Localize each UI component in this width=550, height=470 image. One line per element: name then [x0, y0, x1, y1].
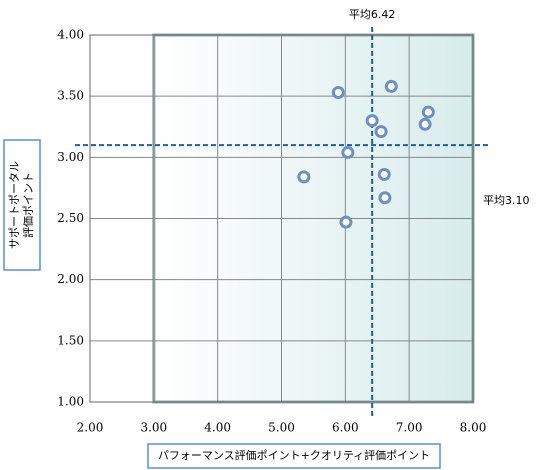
x-tick-label: 8.00	[460, 421, 487, 435]
x-tick-label: 7.00	[396, 421, 423, 435]
mean-label: 平均6.42	[349, 8, 396, 21]
point	[365, 114, 379, 128]
point	[374, 125, 388, 139]
y-tick-label: 3.50	[57, 89, 84, 103]
y-label-box	[3, 139, 41, 271]
y-axis-title-line: サポートポータル	[8, 161, 21, 249]
point	[297, 170, 311, 184]
y-tick-label: 4.00	[57, 28, 84, 42]
y-tick-label: 1.50	[57, 333, 84, 347]
x-label-box	[147, 443, 441, 469]
x-tick-label: 2.00	[77, 421, 104, 435]
x-tick-label: 6.00	[332, 421, 359, 435]
x-tick-label: 4.00	[204, 421, 231, 435]
point	[418, 117, 432, 131]
x-tick-label: 3.00	[140, 421, 167, 435]
y-tick-label: 2.00	[57, 272, 84, 286]
x-tick-label: 5.00	[268, 421, 295, 435]
point	[341, 145, 355, 159]
y-tick-label: 2.50	[57, 211, 84, 225]
y-axis-title: サポートポータル 評価ポイント	[8, 161, 35, 249]
mean-label: 平均3.10	[483, 194, 530, 207]
plot-border	[89, 34, 474, 403]
x-axis-title: パフォーマンス評価ポイント+クオリティ評価ポイント	[158, 448, 430, 462]
point	[421, 105, 435, 119]
point	[377, 167, 391, 181]
point	[378, 191, 392, 205]
point	[331, 85, 345, 99]
y-axis-title-line: 評価ポイント	[21, 172, 35, 238]
y-tick-label: 1.00	[57, 395, 84, 409]
point	[339, 215, 353, 229]
y-tick-label: 3.00	[57, 150, 84, 164]
point	[384, 79, 398, 93]
